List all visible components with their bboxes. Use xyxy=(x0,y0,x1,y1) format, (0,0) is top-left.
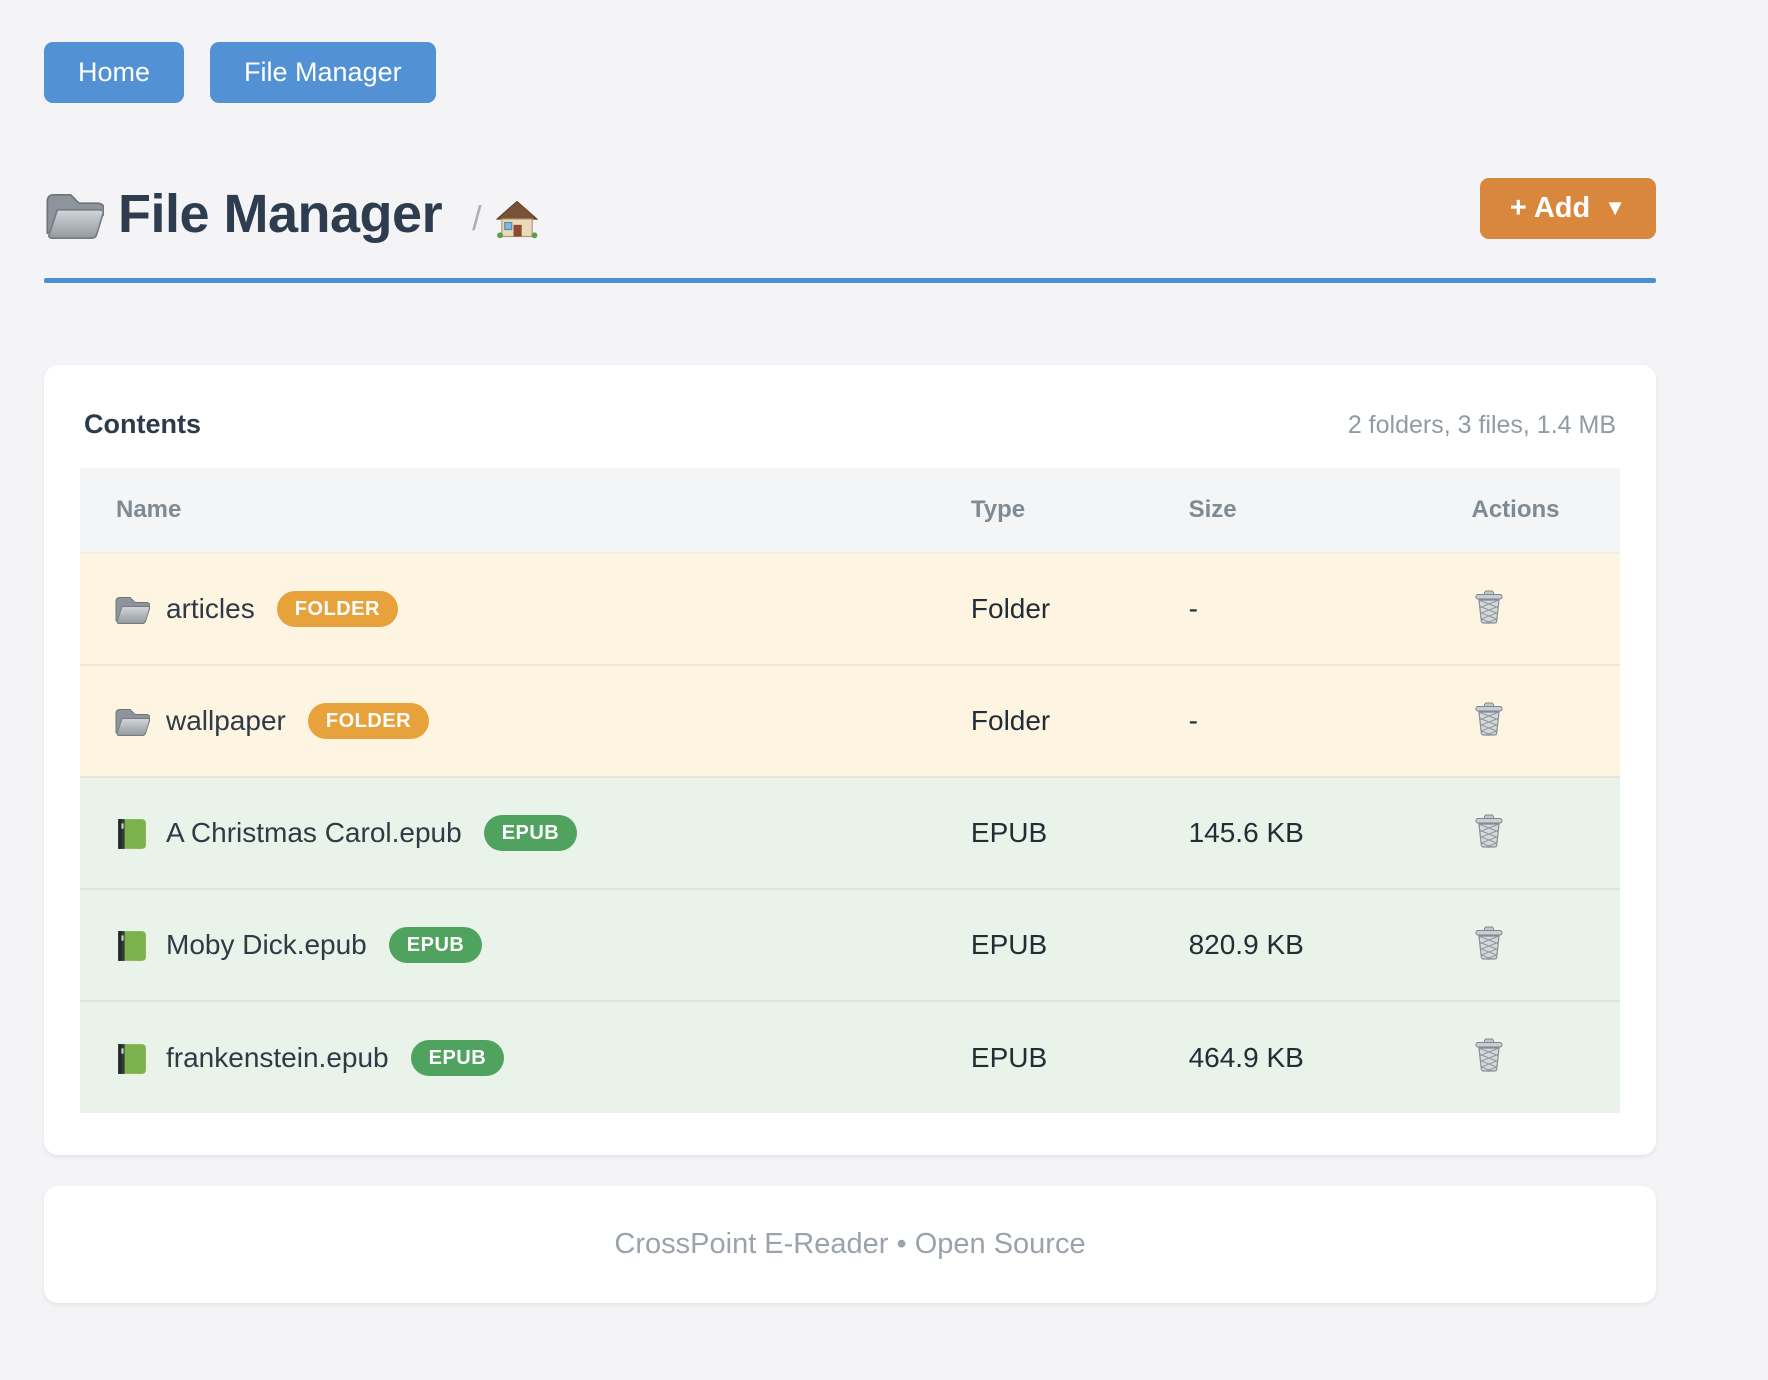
epub-badge: EPUB xyxy=(388,927,483,963)
item-name-link[interactable]: A Christmas Carol.epub xyxy=(166,817,462,848)
trash-icon xyxy=(1474,1038,1504,1072)
folder-icon xyxy=(114,593,150,625)
item-name-link[interactable]: articles xyxy=(166,593,255,624)
contents-table: Name Type Size Actions articles FOLDER F… xyxy=(80,468,1620,1113)
item-size: 820.9 KB xyxy=(1188,888,1472,1001)
chevron-down-icon: ▼ xyxy=(1604,195,1626,220)
trash-icon xyxy=(1474,814,1504,848)
delete-button[interactable] xyxy=(1472,700,1506,738)
item-type: EPUB xyxy=(970,888,1189,1001)
delete-button[interactable] xyxy=(1472,812,1506,850)
item-size: - xyxy=(1188,664,1472,777)
table-row[interactable]: wallpaper FOLDER Folder - xyxy=(80,664,1620,777)
file-manager-page: Home File Manager File Manager / + Add ▼… xyxy=(44,0,1656,1303)
table-row[interactable]: frankenstein.epub EPUB EPUB 464.9 KB xyxy=(80,1000,1620,1113)
title-group: File Manager / xyxy=(44,183,538,245)
epub-badge: EPUB xyxy=(410,1039,505,1076)
contents-card: Contents 2 folders, 3 files, 1.4 MB Name… xyxy=(44,365,1656,1155)
contents-heading: Contents xyxy=(84,409,201,439)
epub-badge: EPUB xyxy=(483,815,578,851)
item-name-link[interactable]: wallpaper xyxy=(166,705,286,736)
delete-button[interactable] xyxy=(1472,588,1506,626)
item-type: Folder xyxy=(970,664,1189,777)
trash-icon xyxy=(1474,702,1504,736)
page-title: File Manager xyxy=(118,184,443,244)
top-nav: Home File Manager xyxy=(44,42,1656,103)
page-header: File Manager / + Add ▼ xyxy=(44,177,1656,245)
item-size: 145.6 KB xyxy=(1188,776,1472,889)
item-type: Folder xyxy=(971,553,1189,665)
table-header-row: Name Type Size Actions xyxy=(80,468,1620,553)
house-icon[interactable] xyxy=(496,199,538,239)
contents-summary: 2 folders, 3 files, 1.4 MB xyxy=(1347,411,1616,439)
nav-home-button[interactable]: Home xyxy=(44,42,185,103)
book-icon xyxy=(114,1042,150,1075)
footer-card: CrossPoint E-Reader • Open Source xyxy=(44,1186,1656,1303)
book-icon xyxy=(114,929,150,962)
column-header-actions: Actions xyxy=(1471,496,1560,523)
item-type: EPUB xyxy=(970,1000,1189,1113)
item-name-link[interactable]: Moby Dick.epub xyxy=(166,929,367,960)
folder-badge: FOLDER xyxy=(276,591,398,627)
trash-icon xyxy=(1474,590,1504,624)
column-header-name: Name xyxy=(116,496,182,523)
breadcrumb-separator: / xyxy=(472,199,482,238)
delete-button[interactable] xyxy=(1472,1036,1506,1074)
nav-file-manager-button[interactable]: File Manager xyxy=(210,42,436,103)
title-underline xyxy=(44,278,1656,283)
table-row[interactable]: Moby Dick.epub EPUB EPUB 820.9 KB xyxy=(80,888,1620,1001)
item-name-link[interactable]: frankenstein.epub xyxy=(166,1041,389,1073)
item-type: EPUB xyxy=(970,776,1189,889)
table-row[interactable]: articles FOLDER Folder - xyxy=(80,553,1620,665)
delete-button[interactable] xyxy=(1472,924,1506,962)
folder-icon xyxy=(44,188,104,240)
column-header-type: Type xyxy=(970,496,1026,523)
contents-card-header: Contents 2 folders, 3 files, 1.4 MB xyxy=(80,409,1620,440)
add-button[interactable]: + Add ▼ xyxy=(1479,177,1656,239)
folder-icon xyxy=(114,705,150,737)
book-icon xyxy=(114,817,150,850)
footer-text: CrossPoint E-Reader • Open Source xyxy=(614,1228,1086,1260)
item-size: - xyxy=(1189,553,1472,665)
table-row[interactable]: A Christmas Carol.epub EPUB EPUB 145.6 K… xyxy=(80,776,1620,889)
column-header-size: Size xyxy=(1188,496,1237,523)
trash-icon xyxy=(1474,926,1504,960)
add-button-label: + Add xyxy=(1509,191,1591,224)
folder-badge: FOLDER xyxy=(307,703,430,739)
item-size: 464.9 KB xyxy=(1188,1000,1472,1113)
